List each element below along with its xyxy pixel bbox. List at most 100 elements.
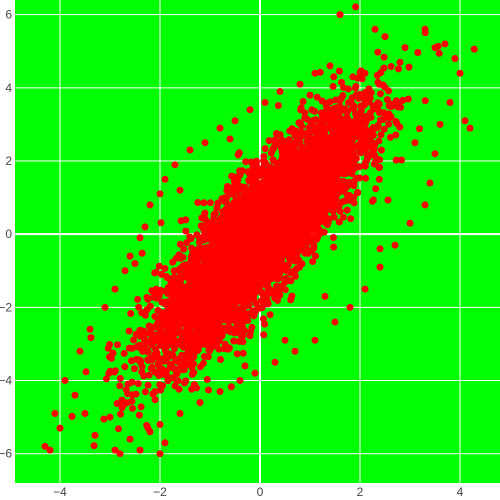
data-point <box>129 344 137 352</box>
data-point <box>392 97 400 105</box>
data-point <box>278 147 286 155</box>
data-point <box>174 377 182 385</box>
data-point <box>343 206 351 214</box>
data-point <box>144 295 152 303</box>
data-point <box>125 327 133 335</box>
data-point <box>87 334 95 342</box>
data-point <box>274 296 282 304</box>
data-point <box>374 121 382 129</box>
data-point <box>376 90 384 98</box>
data-point <box>366 109 374 117</box>
data-point <box>296 231 304 239</box>
data-point <box>169 258 177 266</box>
data-point <box>148 363 156 371</box>
data-point <box>218 331 226 339</box>
data-point <box>186 233 194 241</box>
data-point <box>151 396 159 404</box>
data-point <box>180 245 188 253</box>
data-point <box>182 227 190 235</box>
data-point <box>264 300 272 308</box>
data-point <box>385 120 393 128</box>
data-point <box>369 102 377 110</box>
data-point <box>335 218 343 226</box>
data-point <box>155 262 163 270</box>
data-point <box>175 385 183 393</box>
data-point <box>157 219 165 227</box>
data-point <box>386 133 394 141</box>
data-point <box>405 63 413 71</box>
data-point <box>173 370 181 378</box>
data-point <box>387 63 395 70</box>
data-point <box>227 383 235 391</box>
data-point <box>203 376 211 383</box>
data-point <box>131 365 138 373</box>
data-point <box>117 410 124 418</box>
data-point <box>392 156 400 164</box>
data-point <box>297 104 305 112</box>
data-point <box>143 346 151 354</box>
data-point <box>337 94 345 102</box>
data-point <box>303 246 311 253</box>
data-point <box>362 174 370 182</box>
data-point <box>121 363 129 371</box>
data-point <box>333 118 341 126</box>
data-point <box>376 156 384 164</box>
data-point <box>271 291 279 299</box>
data-point <box>374 48 382 56</box>
data-point <box>183 239 191 247</box>
data-point <box>265 137 273 145</box>
data-point <box>191 329 199 337</box>
data-point <box>312 252 319 260</box>
data-point <box>316 68 324 76</box>
data-point <box>135 411 143 419</box>
data-point <box>414 49 422 56</box>
data-point <box>146 302 154 310</box>
data-point <box>135 356 143 364</box>
data-point <box>309 258 317 265</box>
data-point <box>397 103 405 111</box>
data-point <box>194 199 202 206</box>
data-point <box>341 105 349 113</box>
data-point <box>206 199 214 207</box>
data-point <box>399 96 407 104</box>
data-point <box>377 131 385 139</box>
data-point <box>134 380 142 388</box>
data-point <box>310 244 318 252</box>
data-point <box>276 283 284 290</box>
data-point <box>350 182 358 190</box>
data-point <box>260 331 268 339</box>
data-point <box>134 295 142 303</box>
data-point <box>376 163 384 171</box>
data-point <box>127 310 135 317</box>
data-point <box>299 98 307 105</box>
data-point <box>189 369 197 377</box>
data-point <box>282 274 290 282</box>
data-point <box>311 107 319 115</box>
data-point <box>135 303 143 311</box>
data-point <box>377 69 385 76</box>
data-point <box>266 311 274 319</box>
data-point <box>339 177 347 185</box>
data-point <box>206 221 214 229</box>
data-point <box>261 145 269 153</box>
data-point <box>167 278 175 286</box>
data-point <box>150 293 157 301</box>
data-point <box>90 442 98 450</box>
data-point <box>212 222 220 230</box>
data-point <box>404 95 412 103</box>
data-point <box>362 148 370 155</box>
data-point <box>339 213 347 221</box>
data-point <box>274 102 282 109</box>
data-point <box>380 53 388 61</box>
data-point <box>114 341 121 349</box>
data-point <box>179 253 187 261</box>
data-point <box>239 349 247 357</box>
data-point <box>217 356 224 363</box>
data-point <box>314 130 322 138</box>
data-point <box>246 332 254 340</box>
data-point <box>82 368 90 376</box>
data-point <box>343 113 351 121</box>
data-point <box>206 347 214 355</box>
data-point <box>129 391 136 399</box>
